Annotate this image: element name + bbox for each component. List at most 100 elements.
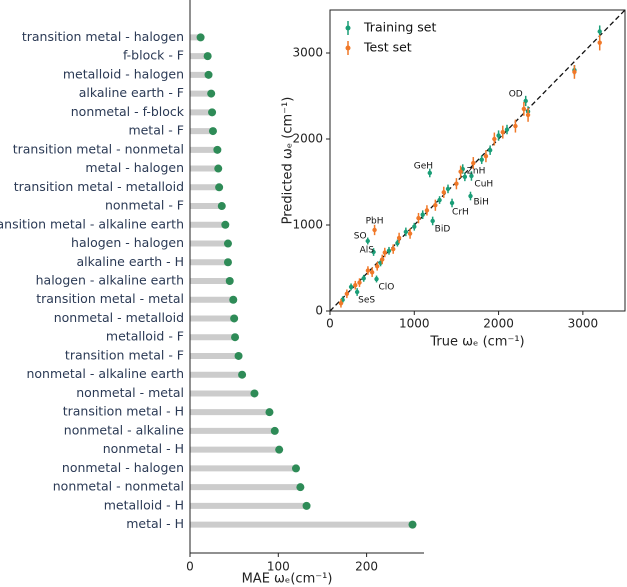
point	[471, 160, 476, 166]
dot	[207, 89, 216, 98]
point	[492, 136, 497, 142]
point	[462, 174, 468, 180]
point	[380, 257, 385, 262]
point	[572, 69, 577, 75]
category-label: nonmetal - F	[105, 198, 184, 213]
dot	[250, 389, 259, 398]
dot	[221, 220, 230, 229]
point	[365, 238, 370, 244]
dot	[225, 277, 234, 285]
dot	[234, 351, 243, 360]
dot	[223, 239, 232, 248]
category-label: nonmetal - H	[103, 441, 184, 456]
category-label: metalloid - halogen	[63, 66, 184, 81]
category-label: nonmetal - f-block	[71, 104, 185, 119]
dot	[204, 70, 213, 79]
point	[416, 215, 421, 221]
dot	[217, 202, 226, 211]
x-tick-label: 0	[326, 317, 334, 331]
x-tick-label: 100	[267, 560, 290, 574]
point	[430, 218, 435, 224]
dot	[215, 183, 224, 192]
point	[407, 231, 413, 236]
point	[500, 129, 505, 135]
category-label: metalloid - F	[106, 329, 184, 344]
point	[449, 200, 455, 206]
category-label: nonmetal - alkaline earth	[26, 366, 184, 381]
legend-swatch	[345, 25, 351, 31]
legend-label: Test set	[363, 40, 412, 55]
dot	[265, 408, 274, 417]
annotation: CuH	[474, 179, 493, 189]
y-tick-label: 0	[315, 304, 323, 318]
point	[369, 270, 375, 275]
point	[523, 98, 528, 104]
dot	[275, 445, 284, 454]
point	[338, 301, 344, 306]
point	[454, 181, 459, 186]
point	[412, 224, 417, 229]
dot	[208, 108, 217, 117]
category-label: transition metal - metalloid	[14, 179, 184, 194]
category-label: f-block - F	[123, 48, 184, 63]
annotation: PbH	[366, 216, 384, 226]
point	[382, 250, 387, 255]
category-label: transition metal - nonmetal	[13, 141, 184, 156]
category-label: halogen - alkaline earth	[36, 273, 184, 288]
point	[468, 193, 473, 199]
x-tick-label: 3000	[568, 317, 599, 331]
y-tick-label: 1000	[292, 218, 323, 232]
point	[344, 291, 350, 296]
legend-label: Training set	[363, 20, 436, 35]
point	[469, 173, 474, 179]
dot	[302, 501, 311, 510]
category-label: transition metal - F	[65, 347, 184, 362]
point	[372, 227, 377, 233]
category-label: metal - H	[126, 516, 184, 531]
dot	[270, 426, 279, 435]
category-label: metalloid - H	[104, 497, 184, 512]
point	[525, 112, 531, 118]
dot	[296, 483, 305, 492]
point	[427, 170, 432, 176]
x-axis-label: True ωₑ (cm⁻¹)	[429, 335, 524, 350]
point	[386, 248, 392, 253]
dot	[238, 370, 247, 379]
point	[521, 106, 527, 112]
point	[437, 197, 442, 203]
x-tick-label: 0	[186, 560, 194, 574]
point	[396, 235, 402, 241]
category-label: transition metal - metal	[36, 291, 184, 306]
category-label: alkaline earth - H	[76, 254, 184, 269]
point	[483, 154, 489, 159]
x-tick-label: 2000	[483, 317, 514, 331]
category-label: nonmetal - metal	[76, 385, 184, 400]
annotation: ZnH	[467, 167, 486, 177]
category-label: nonmetal - nonmetal	[53, 479, 184, 494]
dot	[408, 520, 417, 529]
annotation: ClO	[379, 283, 395, 293]
annotation: AlS	[360, 246, 375, 256]
point	[403, 229, 409, 235]
category-label: nonmetal - halogen	[62, 460, 184, 475]
annotation: OD	[509, 89, 523, 99]
point	[487, 147, 493, 153]
point	[391, 246, 396, 252]
dot	[213, 145, 222, 154]
annotation: GeH	[414, 161, 433, 171]
category-label: nonmetal - metalloid	[54, 310, 184, 325]
point	[371, 249, 376, 255]
category-label: transition metal - alkaline earth	[0, 216, 184, 231]
x-tick-label: 1000	[399, 317, 430, 331]
annotation: BiH	[474, 198, 489, 208]
point	[354, 289, 360, 295]
point	[496, 133, 501, 138]
point	[374, 276, 379, 282]
dot	[230, 314, 239, 323]
category-label: transition metal - H	[63, 404, 184, 419]
point	[597, 40, 602, 45]
point	[441, 190, 446, 195]
point	[424, 208, 430, 213]
annotation: CrH	[452, 207, 469, 217]
